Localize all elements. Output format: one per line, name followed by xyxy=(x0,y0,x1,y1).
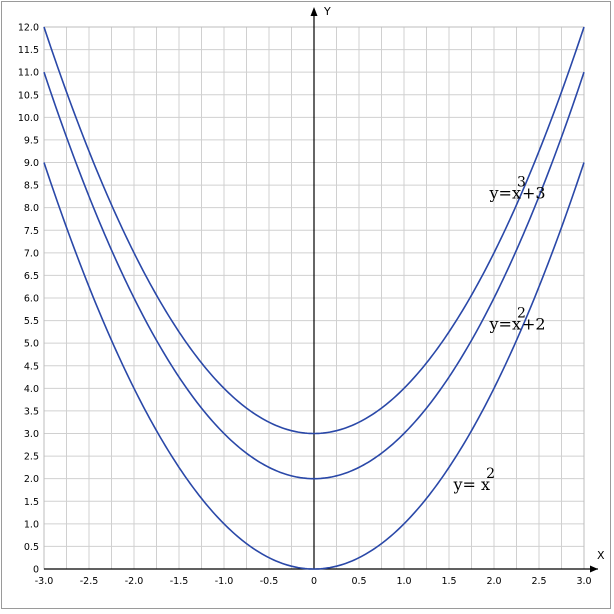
y-axis-title: Y xyxy=(323,5,331,18)
curve-label-base: y=x xyxy=(489,184,521,203)
y-tick-label: 1.0 xyxy=(24,519,39,530)
y-tick-label: 9.5 xyxy=(24,135,39,146)
y-tick-label: 2.0 xyxy=(24,474,39,485)
x-tick-label: -0.5 xyxy=(260,576,279,587)
x-tick-label: -2.5 xyxy=(80,576,99,587)
x-axis-title: X xyxy=(597,549,605,562)
curve-label: y=x3+3 xyxy=(489,175,546,203)
y-tick-label: 3.5 xyxy=(24,406,39,417)
y-tick-label: 10.5 xyxy=(18,90,39,101)
curve-line xyxy=(43,26,585,435)
tick-labels: -3.0 -2.5 -2.0 -1.5 -1.0 -0.5 0 0.5 1.0 1.5 2.0 2.5… xyxy=(18,23,592,588)
axes xyxy=(44,7,598,573)
x-tick-label: -1.0 xyxy=(215,576,234,587)
y-tick-label: 8.5 xyxy=(24,181,39,192)
curve-label-tail: +2 xyxy=(522,315,546,334)
curve-label-base: y=x xyxy=(489,315,521,334)
y-tick-label: 9.0 xyxy=(24,158,39,169)
x-tick-label: 3.0 xyxy=(576,576,591,587)
curves xyxy=(43,26,585,570)
y-tick-label: 8.0 xyxy=(24,203,39,214)
curve-label-exponent: 2 xyxy=(517,306,526,322)
curve-label-tail: +3 xyxy=(522,184,546,203)
y-axis-arrow-icon xyxy=(310,7,318,16)
curve-label-base: y= x xyxy=(453,475,491,494)
y-tick-label: 5.0 xyxy=(24,339,39,350)
y-tick-label: 1.5 xyxy=(24,497,39,508)
x-tick-label: 1.0 xyxy=(396,576,411,587)
curve-labels: y=x3+3y=x2+2y= x2 xyxy=(453,175,546,494)
y-tick-label: 5.5 xyxy=(24,316,39,327)
x-tick-label: 0.5 xyxy=(351,576,366,587)
curve-line xyxy=(43,71,585,480)
y-tick-label: 0 xyxy=(33,565,39,576)
y-tick-label: 10.0 xyxy=(18,113,39,124)
y-tick-label: 7.5 xyxy=(24,226,39,237)
x-tick-label: 0 xyxy=(311,576,317,587)
y-tick-label: 11.0 xyxy=(18,68,39,79)
y-tick-label: 6.5 xyxy=(24,271,39,282)
curve-label: y= x2 xyxy=(453,466,495,494)
curve-label-exponent: 2 xyxy=(486,466,495,482)
x-tick-label: 2.5 xyxy=(531,576,546,587)
x-tick-label: 1.5 xyxy=(441,576,456,587)
x-axis-arrow-icon xyxy=(590,565,598,573)
y-tick-label: 6.0 xyxy=(24,294,39,305)
x-tick-label: -3.0 xyxy=(35,576,54,587)
y-tick-label: 4.0 xyxy=(24,384,39,395)
y-tick-label: 2.5 xyxy=(24,452,39,463)
y-tick-label: 7.0 xyxy=(24,248,39,259)
y-tick-label: 11.5 xyxy=(18,45,39,56)
y-tick-label: 3.0 xyxy=(24,429,39,440)
x-tick-label: -2.0 xyxy=(125,576,144,587)
curve-line xyxy=(43,162,585,570)
curve-label: y=x2+2 xyxy=(489,306,546,334)
curve-label-exponent: 3 xyxy=(517,175,526,191)
y-tick-label: 0.5 xyxy=(24,542,39,553)
y-tick-label: 12.0 xyxy=(18,23,39,34)
x-tick-label: -1.5 xyxy=(170,576,189,587)
y-tick-label: 4.5 xyxy=(24,361,39,372)
x-tick-label: 2.0 xyxy=(486,576,501,587)
